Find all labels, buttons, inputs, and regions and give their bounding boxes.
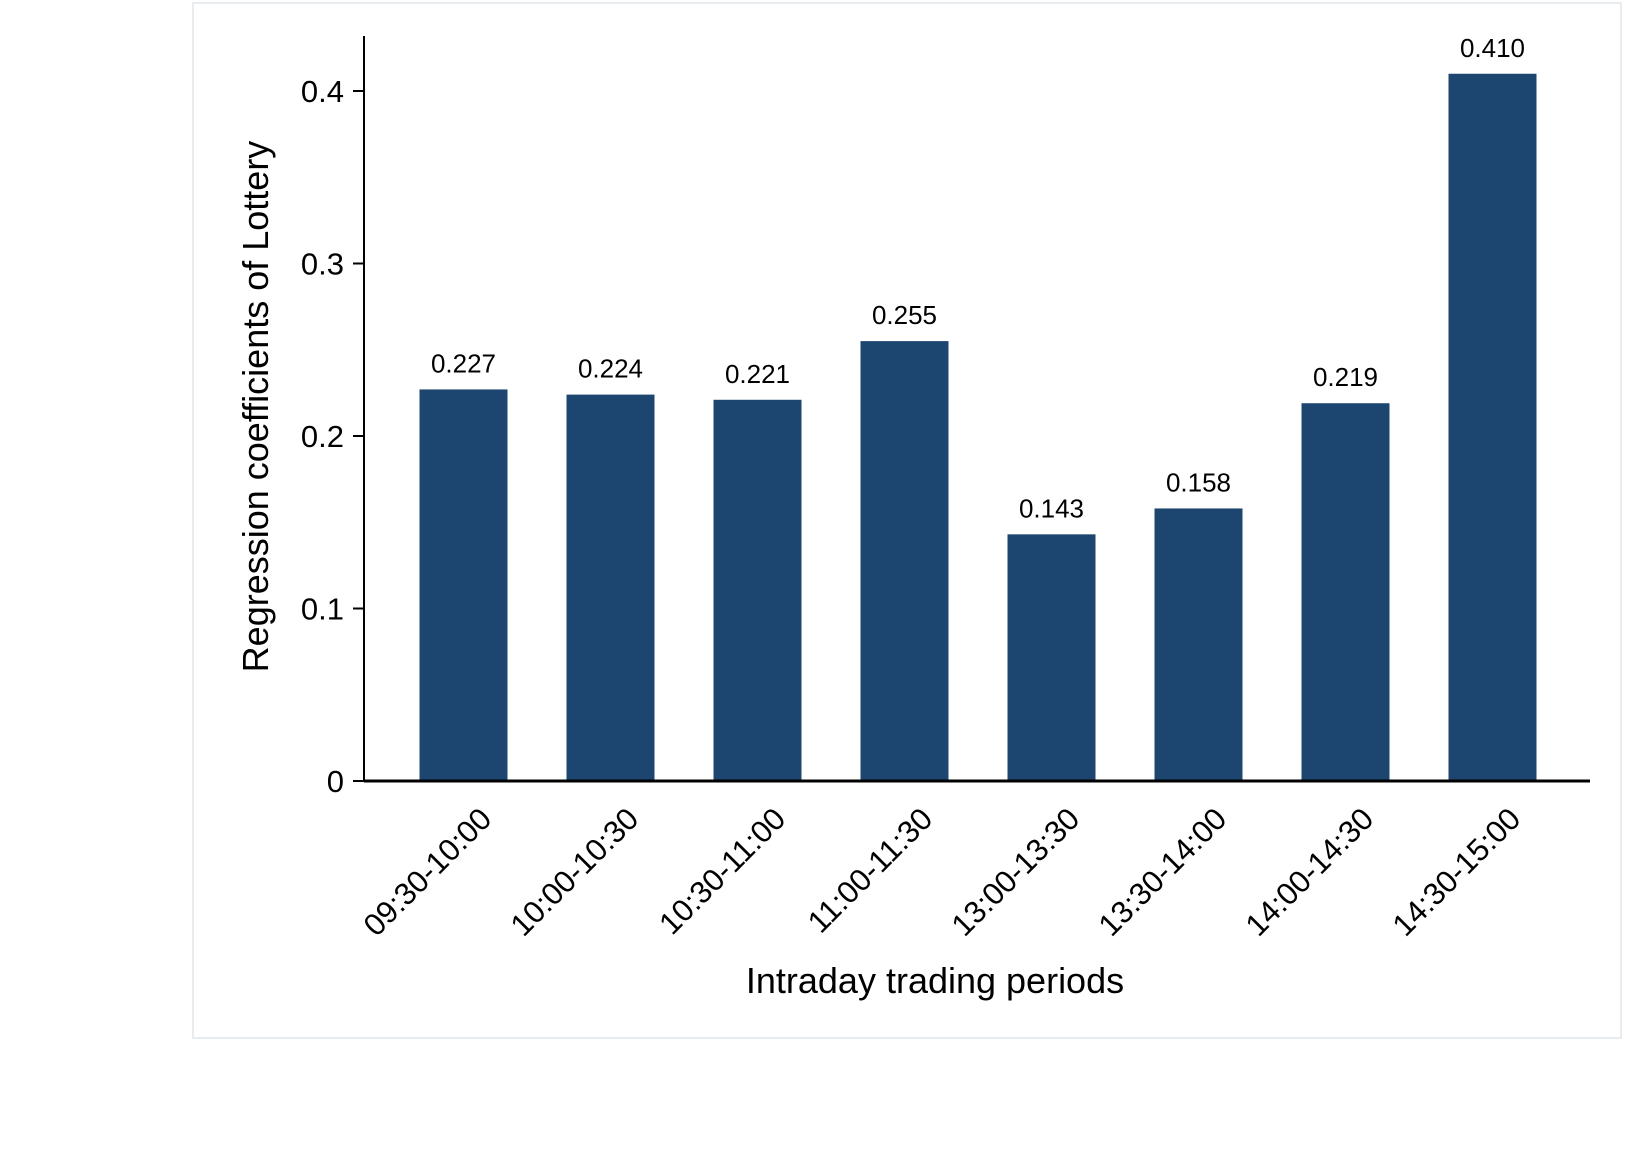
bar-value-label: 0.255	[872, 300, 937, 330]
x-category-label: 10:30-11:00	[652, 801, 792, 941]
bar	[566, 394, 655, 781]
bar	[419, 389, 508, 781]
x-axis-categories: 09:30-10:00 10:00-10:30 10:30-11:00 11:00-1…	[357, 801, 1528, 943]
y-axis-title: Regression coefficients of Lottery	[235, 141, 276, 673]
bar-value-label: 0.221	[725, 359, 790, 389]
x-category-label: 13:00-13:30	[945, 801, 1087, 943]
bar-value-label: 0.158	[1166, 467, 1231, 497]
x-category-label: 09:30-10:00	[357, 801, 499, 943]
x-category-label: 14:00-14:30	[1239, 801, 1381, 943]
bar-value-label: 0.227	[431, 348, 496, 378]
y-tick-label: 0.4	[301, 74, 344, 109]
x-category-label: 13:30-14:00	[1092, 801, 1234, 943]
x-category-label: 14:30-15:00	[1386, 801, 1528, 943]
bar	[1448, 73, 1537, 781]
y-tick-label: 0.3	[301, 247, 344, 282]
bars	[419, 73, 1537, 781]
x-category-label: 10:00-10:30	[504, 801, 646, 943]
x-axis-title: Intraday trading periods	[746, 960, 1124, 1001]
bar	[860, 341, 949, 781]
bar-value-label: 0.410	[1460, 33, 1525, 63]
bar-value-label: 0.224	[578, 354, 643, 384]
bar-value-label: 0.143	[1019, 493, 1084, 523]
bar	[1154, 508, 1243, 781]
y-tick-label: 0.1	[301, 592, 344, 627]
bar	[713, 399, 802, 781]
y-tick-label: 0	[327, 764, 344, 799]
data-labels: 0.227 0.224 0.221 0.255 0.143 0.158 0.219 0.410	[431, 33, 1525, 524]
y-tick-label: 0.2	[301, 419, 344, 454]
x-category-label: 11:00-11:30	[801, 801, 940, 940]
bar-value-label: 0.219	[1313, 362, 1378, 392]
bar	[1007, 534, 1096, 781]
y-axis-ticks: 0 0.1 0.2 0.3 0.4	[301, 74, 364, 799]
bar	[1301, 403, 1390, 781]
